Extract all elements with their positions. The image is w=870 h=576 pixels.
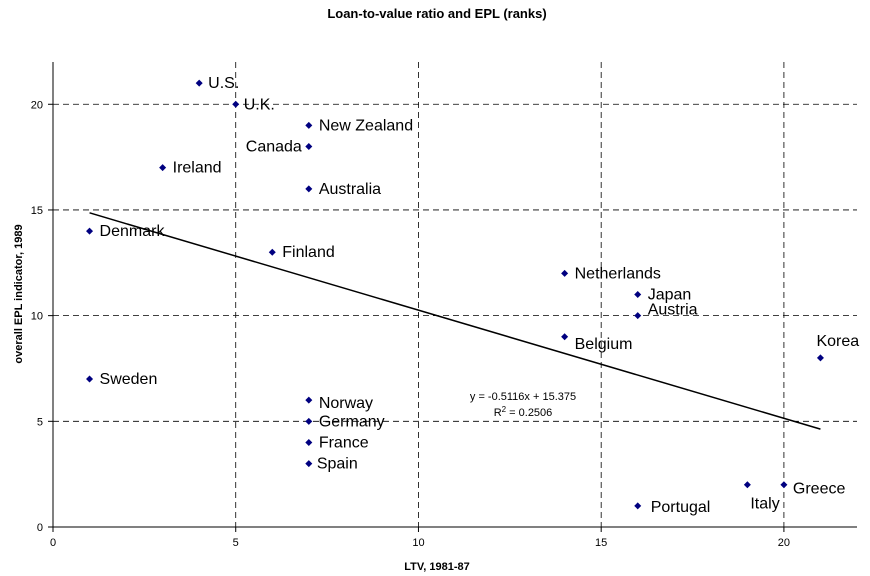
data-point-label: Korea [816,333,859,350]
y-tick-label: 15 [31,205,43,217]
data-point-marker [634,502,642,510]
data-point-label: Finland [282,244,334,261]
data-point-marker [634,291,642,298]
x-tick-label: 20 [778,537,790,549]
data-point-label: Japan [648,287,692,304]
y-tick-label: 10 [31,311,43,323]
y-tick-label: 5 [37,416,43,428]
r-squared-label: R2 = 0.2506 [494,405,553,419]
data-point-marker [634,312,642,320]
data-point-marker [305,417,313,425]
data-point-marker [232,100,240,108]
data-point-marker [305,438,313,446]
data-point-marker [305,185,313,193]
data-point-marker [305,396,313,404]
chart-title: Loan-to-value ratio and EPL (ranks) [327,6,546,21]
y-tick-label: 20 [31,99,43,111]
data-point-label: Spain [317,456,358,473]
data-point-label: Netherlands [575,265,661,282]
data-point-marker [743,481,751,489]
data-point-marker [780,481,788,489]
data-point-marker [561,333,569,341]
x-tick-label: 0 [50,537,56,549]
trendline-equation: y = -0.5116x + 15.375 [470,391,576,403]
data-point-label: Norway [319,395,373,412]
x-tick-label: 5 [233,537,239,549]
data-point-label: Belgium [575,336,633,353]
data-point-marker [305,460,313,468]
data-point-marker [305,143,313,151]
data-point-label: U.K. [244,96,275,113]
data-point-label: U.S. [208,75,239,92]
r-squared-value: = 0.2506 [506,407,552,419]
data-point-label: New Zealand [319,117,413,134]
data-point-marker [159,164,167,172]
data-point-label: Ireland [173,160,222,177]
data-points: U.S. U.K. New Zealand Canada Ireland Australi… [86,75,859,516]
data-point-label: Denmark [100,223,166,240]
r-squared-prefix: R [494,407,502,419]
trendline [89,212,821,430]
data-point-label: Sweden [100,371,158,388]
data-point-label: Canada [246,139,302,156]
data-point-marker [816,354,824,362]
x-tick-label: 10 [412,537,424,549]
y-tick-label: 0 [37,522,43,534]
data-point-label: Greece [793,481,846,498]
data-point-marker [195,79,203,87]
y-axis-title: overall EPL indicator, 1989 [13,224,25,363]
x-axis-title: LTV, 1981-87 [404,561,469,573]
data-point-label: Austria [648,302,698,319]
tick-labels: 0 5 10 15 20 0 5 10 15 20 [31,99,790,549]
data-point-label: Germany [319,413,385,430]
data-point-label: Italy [750,496,779,513]
gridlines [53,62,857,527]
data-point-marker [305,121,313,129]
r-squared-superscript: 2 [502,405,507,414]
data-point-label: France [319,434,369,451]
data-point-marker [268,248,276,256]
data-point-marker [86,227,94,235]
data-point-label: Australia [319,181,381,198]
data-point-marker [561,269,569,277]
x-tick-label: 15 [595,537,607,549]
data-point-label: Portugal [651,499,711,516]
data-point-marker [86,375,94,383]
